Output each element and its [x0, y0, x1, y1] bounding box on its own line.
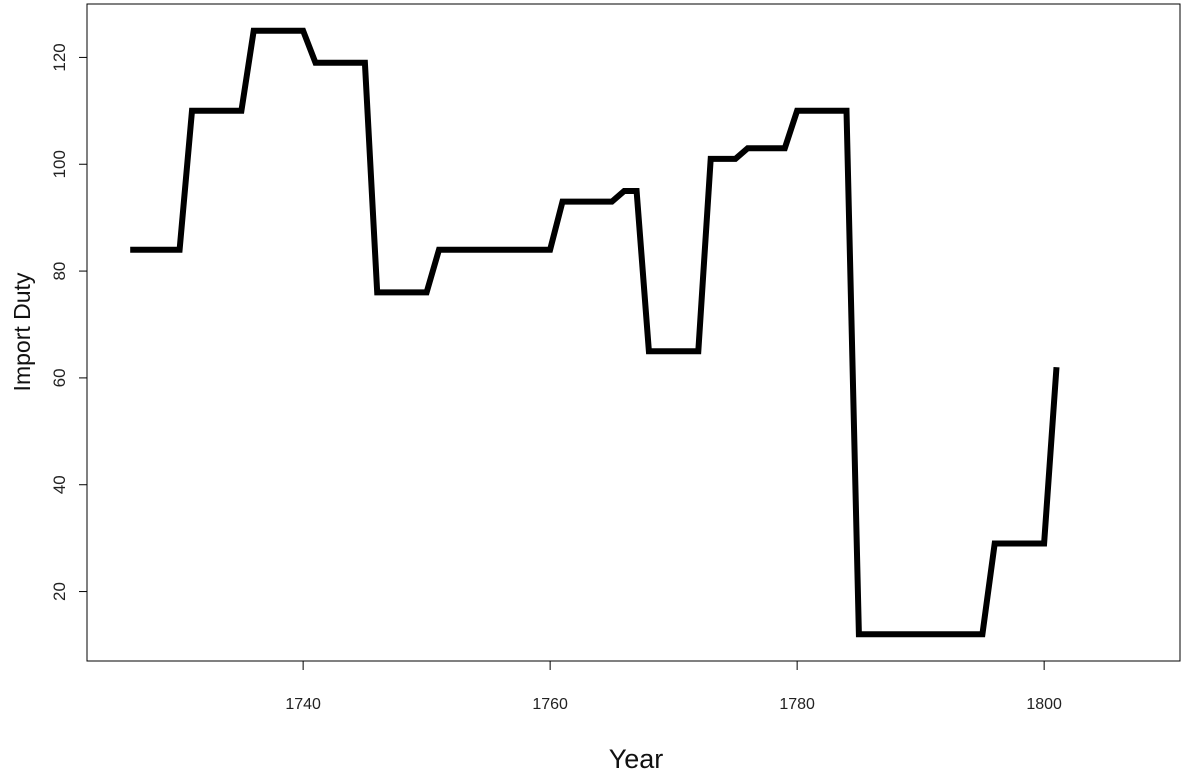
x-axis: 1740 1760 1780 1800: [285, 661, 1062, 713]
y-axis-title: Import Duty: [9, 272, 35, 391]
y-tick-label: 80: [50, 262, 69, 281]
y-axis: 20 40 60 80 100 120: [50, 43, 87, 601]
x-axis-title: Year: [609, 744, 664, 772]
y-tick-label: 120: [50, 43, 69, 71]
y-tick-label: 20: [50, 582, 69, 601]
y-tick-label: 100: [50, 150, 69, 178]
y-tick-label: 60: [50, 368, 69, 387]
x-tick-label: 1760: [532, 696, 568, 713]
series-line: [130, 27, 1060, 638]
plot-frame: [86, 3, 1181, 662]
x-tick-label: 1740: [285, 696, 321, 713]
x-tick-label: 1800: [1026, 696, 1062, 713]
y-tick-label: 40: [50, 475, 69, 494]
x-tick-label: 1780: [779, 696, 815, 713]
